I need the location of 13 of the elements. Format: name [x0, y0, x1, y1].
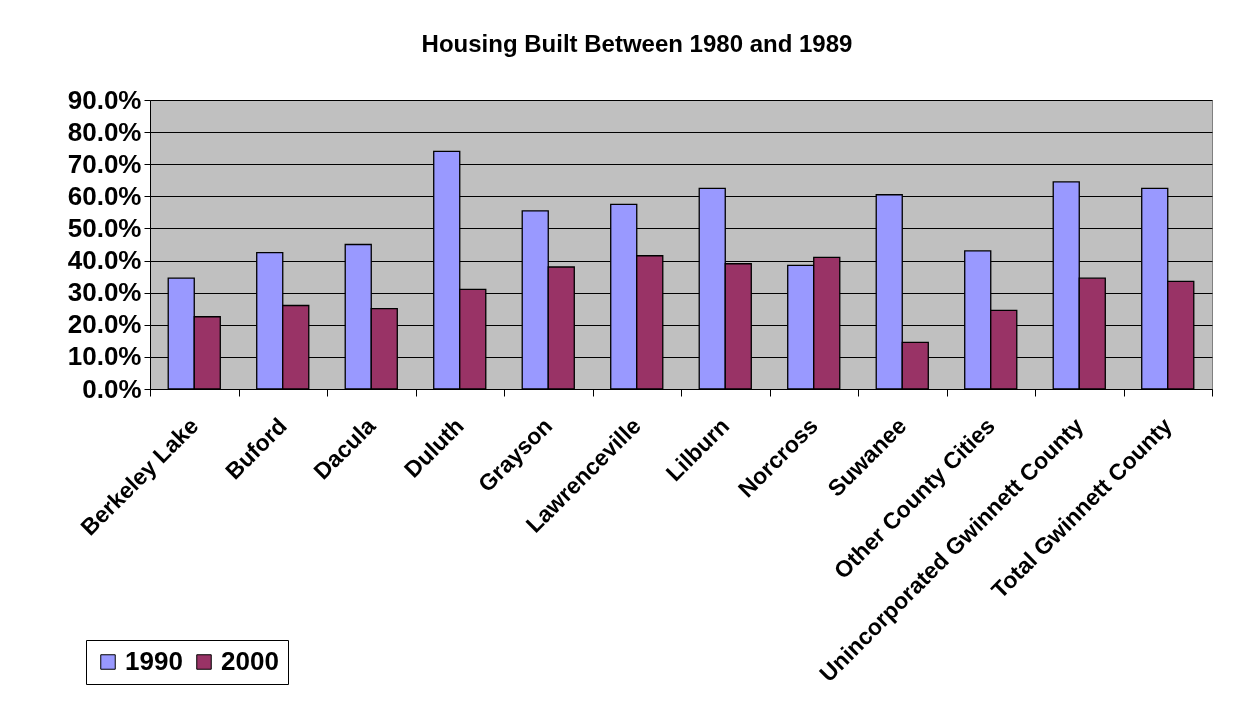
legend-label: 2000 — [221, 646, 279, 676]
y-tick-label: 20.0% — [67, 309, 142, 340]
y-tick-label: 80.0% — [67, 116, 142, 147]
y-tick-label: 70.0% — [67, 148, 142, 179]
y-tick-label: 30.0% — [67, 277, 142, 308]
y-tick-label: 40.0% — [67, 245, 142, 276]
y-tick-label: 60.0% — [67, 180, 142, 211]
legend-label: 1990 — [125, 646, 183, 676]
chart-title: Housing Built Between 1980 and 1989 — [421, 30, 853, 57]
y-tick-label: 90.0% — [67, 84, 142, 115]
y-tick-label: 10.0% — [67, 341, 142, 372]
y-tick-label: 0.0% — [82, 373, 142, 404]
y-tick-label: 50.0% — [67, 212, 142, 243]
